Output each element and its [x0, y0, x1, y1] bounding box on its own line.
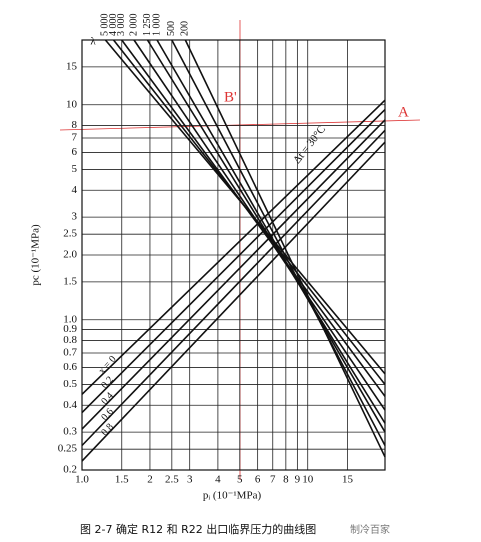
- y-tick-label: 0.8: [63, 334, 77, 346]
- caption: 图 2-7 确定 R12 和 R22 出口临界压力的曲线图: [80, 522, 316, 536]
- watermark: 制冷百家: [350, 523, 390, 536]
- curve: [146, 39, 386, 424]
- x-tick-label: 7: [270, 474, 276, 486]
- curve: [133, 39, 386, 411]
- x-tick-label: 6: [255, 474, 261, 486]
- x-tick-label: 2: [147, 474, 153, 486]
- y-tick-label: 0.9: [63, 323, 77, 335]
- delta-label: Δt = 30°C: [291, 123, 328, 166]
- y-tick-label: 3: [72, 211, 78, 223]
- y-tick-label: 0.2: [63, 464, 77, 476]
- y-tick-label: 7: [72, 132, 78, 144]
- series-label: 4 000: [108, 14, 119, 37]
- y-tick-label: 5: [72, 163, 78, 175]
- y-tick-label: 1.0: [63, 313, 77, 325]
- x-tick-label: 5: [237, 474, 243, 486]
- y-tick-label: 2.5: [63, 228, 77, 240]
- series-label: 1 000: [151, 14, 162, 37]
- y-axis-label: pc (10⁻¹MPa): [30, 224, 42, 286]
- y-tick-label: 10: [66, 98, 78, 110]
- x-tick-label: 1.5: [115, 474, 129, 486]
- annotation: A: [398, 104, 409, 120]
- curve: [81, 119, 386, 430]
- plot-frame: [81, 39, 386, 471]
- series-label: 2 000: [128, 14, 139, 37]
- x-tick-label: 8: [283, 474, 289, 486]
- x-tick-label: 4: [215, 474, 221, 486]
- x-tick-label: 1.0: [75, 474, 89, 486]
- curve: [81, 129, 386, 447]
- curve: [81, 99, 386, 395]
- y-tick-label: 0.3: [63, 426, 77, 438]
- series-label: 200: [180, 21, 191, 36]
- curve: [184, 39, 386, 458]
- y-tick-label: 1.5: [63, 275, 77, 287]
- curve: [121, 39, 386, 397]
- y-tick-label: 0.25: [58, 443, 78, 455]
- x-tick-label: 2.5: [165, 474, 179, 486]
- series-label: 500: [166, 21, 177, 36]
- curve: [171, 39, 386, 446]
- y-tick-label: 4: [72, 184, 78, 196]
- top-axis-label: λ: [90, 36, 96, 48]
- curve: [81, 108, 386, 414]
- y-tick-label: 6: [72, 146, 78, 158]
- series-label: 1 250: [142, 14, 153, 37]
- annotation: B': [224, 89, 237, 105]
- series-label: 5 000: [100, 14, 111, 37]
- y-tick-label: 0.7: [63, 347, 77, 359]
- series-label: 0.2: [99, 374, 116, 391]
- x-tick-label: 10: [302, 474, 314, 486]
- x-tick-label: 9: [295, 474, 301, 486]
- y-tick-label: 2.0: [63, 249, 77, 261]
- x-tick-label: 15: [342, 474, 354, 486]
- y-tick-label: 8: [72, 119, 78, 131]
- series-label: x = 0: [97, 354, 119, 377]
- series-label: 3 000: [116, 14, 127, 37]
- y-tick-label: 15: [66, 60, 78, 72]
- y-tick-label: 0.5: [63, 378, 77, 390]
- y-tick-label: 0.4: [63, 399, 77, 411]
- x-axis-label: pᵢ (10⁻¹MPa): [203, 490, 262, 502]
- curve: [81, 141, 386, 462]
- x-tick-label: 3: [187, 474, 193, 486]
- y-tick-label: 0.6: [63, 361, 77, 373]
